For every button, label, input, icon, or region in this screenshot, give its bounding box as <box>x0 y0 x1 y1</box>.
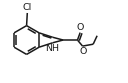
Text: NH: NH <box>45 44 59 53</box>
Text: O: O <box>77 23 84 32</box>
Text: O: O <box>79 47 87 56</box>
Text: Cl: Cl <box>23 3 32 12</box>
